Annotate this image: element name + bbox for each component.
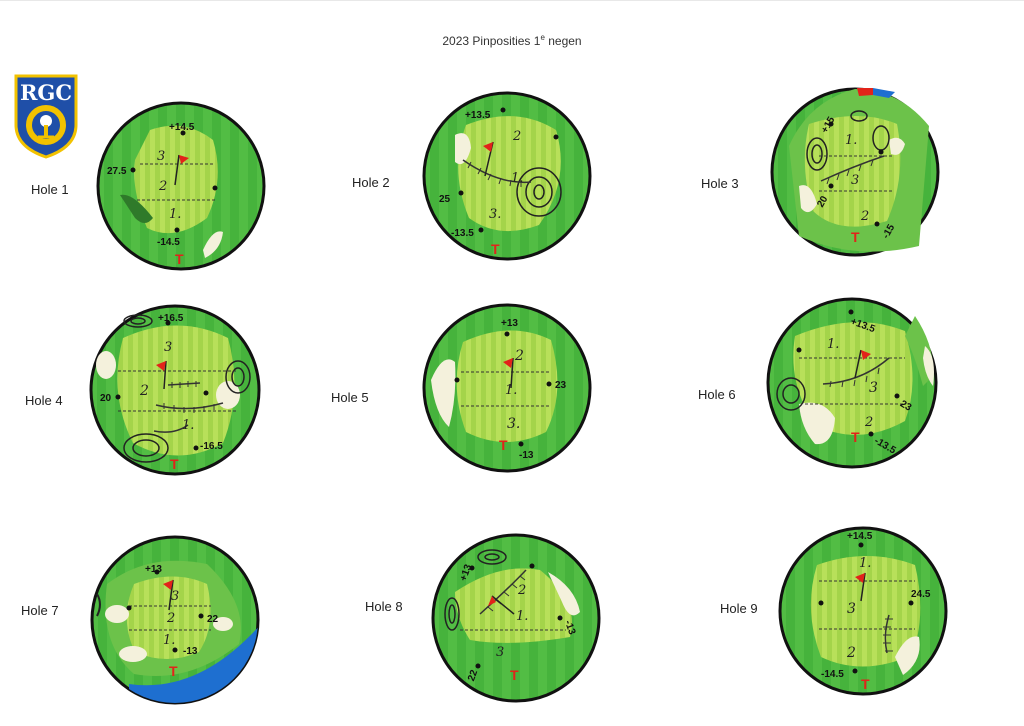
scan-edge (0, 0, 1024, 1)
zone-label: 1. (827, 337, 839, 352)
zone-label: 3 (164, 340, 172, 355)
zone-label: 1. (859, 556, 871, 571)
green-diagram-2: 2 1. 3. +13.5 25 -13.5 T (421, 90, 593, 262)
zone-label: 2 (158, 179, 167, 194)
zone-label: 3. (489, 207, 501, 222)
measure-label: -13 (519, 450, 534, 461)
tee-marker: T (170, 456, 179, 472)
zone-label: 2 (864, 415, 873, 430)
zone-label: 3. (507, 416, 520, 432)
green-diagram-1: 3 2 1. +14.5 27.5 -14.5 T (95, 100, 267, 272)
logo-text: RGC (20, 80, 72, 105)
zone-label: 2 (860, 209, 869, 224)
green-diagram-5: 2 1. 3. +13 23 -13 T (421, 302, 593, 474)
measure-label: +14.5 (847, 531, 873, 542)
tee-marker: T (169, 663, 178, 679)
measure-label: 22 (466, 668, 480, 683)
tee-marker: T (861, 676, 870, 692)
measure-label: +14.5 (169, 122, 195, 133)
measure-label: 24.5 (911, 589, 931, 600)
tee-marker: T (175, 251, 184, 267)
measure-label: 27.5 (107, 166, 127, 177)
measure-label: +13 (145, 564, 162, 575)
zone-label: 2 (166, 611, 175, 626)
zone-label: 1. (511, 171, 523, 186)
green-diagram-8: 2 1. 3 +13 22 -13 T (430, 532, 602, 704)
measure-label: 23 (555, 380, 567, 391)
zone-label: 3 (851, 173, 859, 188)
tee-marker: T (851, 429, 860, 445)
zone-label: 1. (163, 633, 175, 648)
club-logo-shield: RGC (14, 74, 78, 159)
tee-marker: T (510, 667, 519, 683)
zone-label: 2 (139, 383, 149, 399)
zone-label: 1. (505, 383, 517, 398)
zone-label: 2 (517, 583, 526, 598)
zone-label: 2 (512, 129, 521, 144)
measure-label: -16.5 (200, 441, 223, 452)
zone-label: 1. (516, 609, 528, 624)
title-main: 2023 Pinposities 1 (442, 34, 541, 48)
zone-label: 2 (846, 645, 856, 661)
zone-label: 3 (869, 380, 878, 396)
hole-label-6: Hole 6 (698, 387, 736, 402)
zone-label: 3 (496, 645, 504, 660)
tee-marker: T (499, 437, 508, 453)
zone-label: 1. (845, 133, 857, 148)
measure-label: 22 (207, 614, 219, 625)
measure-label: +13.5 (465, 110, 491, 121)
measure-label: -13.5 (451, 228, 474, 239)
measure-label: -14.5 (821, 669, 844, 680)
zone-label: 3 (847, 601, 856, 617)
zone-label: 3 (171, 589, 179, 604)
title-end: negen (544, 34, 582, 48)
hole-label-8: Hole 8 (365, 599, 403, 614)
measure-label: -14.5 (157, 237, 180, 248)
green-diagram-4: 3 2 1. +16.5 20 -16.5 T (88, 303, 263, 478)
green-diagram-7: 3 2 1. +13 22 -13 T (89, 534, 261, 706)
green-diagram-3: 1. 3 2 +15 20 -15 T (769, 86, 941, 258)
hole-label-9: Hole 9 (720, 601, 758, 616)
zone-label: 1. (169, 207, 181, 222)
document-title: 2023 Pinposities 1e negen (0, 33, 1024, 48)
hole-label-3: Hole 3 (701, 176, 739, 191)
measure-label: 25 (439, 194, 451, 205)
measure-label: 20 (815, 194, 830, 210)
club-logo: RGC (13, 73, 79, 159)
hole-label-1: Hole 1 (31, 182, 69, 197)
tee-marker: T (851, 229, 860, 245)
measure-label: -13 (183, 646, 198, 657)
green-diagram-6: 1. 3 2 +13.5 23 -13.5 T (765, 296, 939, 470)
hole-label-7: Hole 7 (21, 603, 59, 618)
hole-label-2: Hole 2 (352, 175, 390, 190)
zone-label: 2 (514, 348, 524, 364)
measure-label: 20 (100, 393, 112, 404)
title-superscript: e (540, 33, 545, 42)
zone-label: 3 (157, 149, 165, 164)
zone-label: 1. (182, 418, 194, 433)
measure-label: +16.5 (158, 313, 184, 324)
measure-label: 23 (898, 399, 914, 414)
measure-label: -13 (562, 619, 577, 637)
measure-label: +13 (501, 318, 518, 329)
green-diagram-9: 1. 3 2 +14.5 24.5 -14.5 T (777, 525, 949, 697)
tee-marker: T (491, 241, 500, 257)
hole-label-4: Hole 4 (25, 393, 63, 408)
hole-label-5: Hole 5 (331, 390, 369, 405)
